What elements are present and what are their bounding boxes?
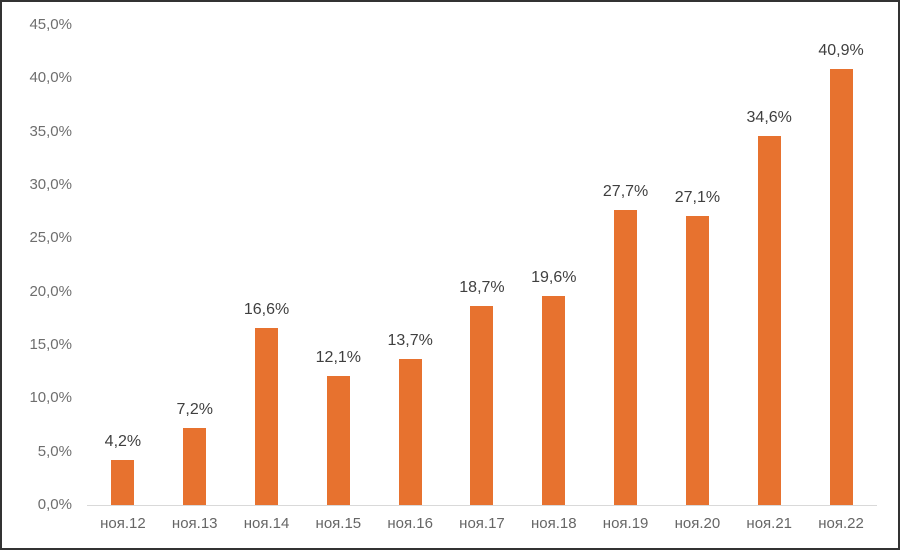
bar-slot: 40,9%: [805, 25, 877, 505]
x-tick-label: ноя.14: [243, 515, 290, 532]
bar: [757, 135, 781, 505]
x-tick-label: ноя.12: [100, 515, 146, 532]
x-tick-label: ноя.19: [602, 515, 649, 532]
bar-value-label: 34,6%: [746, 108, 792, 126]
bar: [111, 460, 135, 505]
bar-value-label: 13,7%: [387, 331, 433, 349]
plot-area: 4,2% 7,2% 16,6% 12,1% 13,7% 18,7% 19,6% 27,7% 27…: [87, 25, 877, 505]
bar-slot: 27,1%: [662, 25, 734, 505]
x-axis: ноя.12 ноя.13 ноя.14 ноя.15 ноя.16 ноя.17 ноя.…: [87, 514, 877, 533]
bar: [829, 68, 853, 505]
bar-value-label: 12,1%: [315, 348, 362, 366]
x-axis-line: [87, 505, 877, 506]
bar: [542, 295, 566, 505]
bar-slot: 19,6%: [518, 25, 590, 505]
bar-slot: 12,1%: [302, 25, 374, 505]
x-tick-label: ноя.17: [459, 515, 505, 532]
bar-value-label: 18,7%: [459, 278, 505, 296]
y-tick-label: 40,0%: [29, 69, 72, 87]
bar-slot: 34,6%: [733, 25, 805, 505]
bar-slot: 4,2%: [87, 25, 159, 505]
bar: [183, 428, 207, 505]
y-tick-label: 5,0%: [37, 442, 72, 460]
y-tick-label: 45,0%: [29, 16, 72, 33]
bar-value-label: 27,1%: [674, 188, 721, 206]
bar: [398, 358, 422, 505]
x-tick-label: ноя.22: [818, 515, 864, 532]
bar-value-label: 27,7%: [602, 182, 649, 200]
y-axis: 45,0% 40,0% 35,0% 30,0% 25,0% 20,0% 15,0% 10,0%…: [2, 2, 74, 548]
bar-value-label: 7,2%: [176, 401, 213, 419]
bar-value-label: 40,9%: [818, 41, 864, 59]
bar: [614, 209, 638, 505]
y-tick-label: 20,0%: [29, 282, 72, 300]
y-tick-label: 25,0%: [29, 229, 72, 247]
x-tick-label: ноя.13: [171, 515, 218, 532]
bar-slot: 27,7%: [590, 25, 662, 505]
y-tick-label: 35,0%: [29, 122, 72, 140]
bar-slot: 16,6%: [231, 25, 303, 505]
x-tick-label: ноя.20: [674, 515, 721, 532]
x-tick-label: ноя.21: [746, 515, 793, 532]
bar-value-label: 4,2%: [104, 433, 142, 451]
x-tick-label: ноя.16: [387, 515, 433, 532]
bar: [255, 327, 279, 505]
bar-slot: 7,2%: [159, 25, 231, 505]
bar: [326, 375, 350, 505]
bar-value-label: 19,6%: [531, 268, 577, 286]
bar-slot: 18,7%: [446, 25, 518, 505]
x-tick-label: ноя.15: [315, 515, 362, 532]
bar: [685, 215, 709, 505]
y-tick-label: 10,0%: [29, 389, 72, 407]
x-tick-label: ноя.18: [530, 515, 577, 532]
y-tick-label: 15,0%: [29, 336, 72, 353]
y-tick-label: 0,0%: [37, 496, 72, 513]
bar: [470, 305, 494, 505]
bar-value-label: 16,6%: [243, 300, 290, 318]
y-tick-label: 30,0%: [29, 176, 72, 193]
bar-slot: 13,7%: [374, 25, 446, 505]
